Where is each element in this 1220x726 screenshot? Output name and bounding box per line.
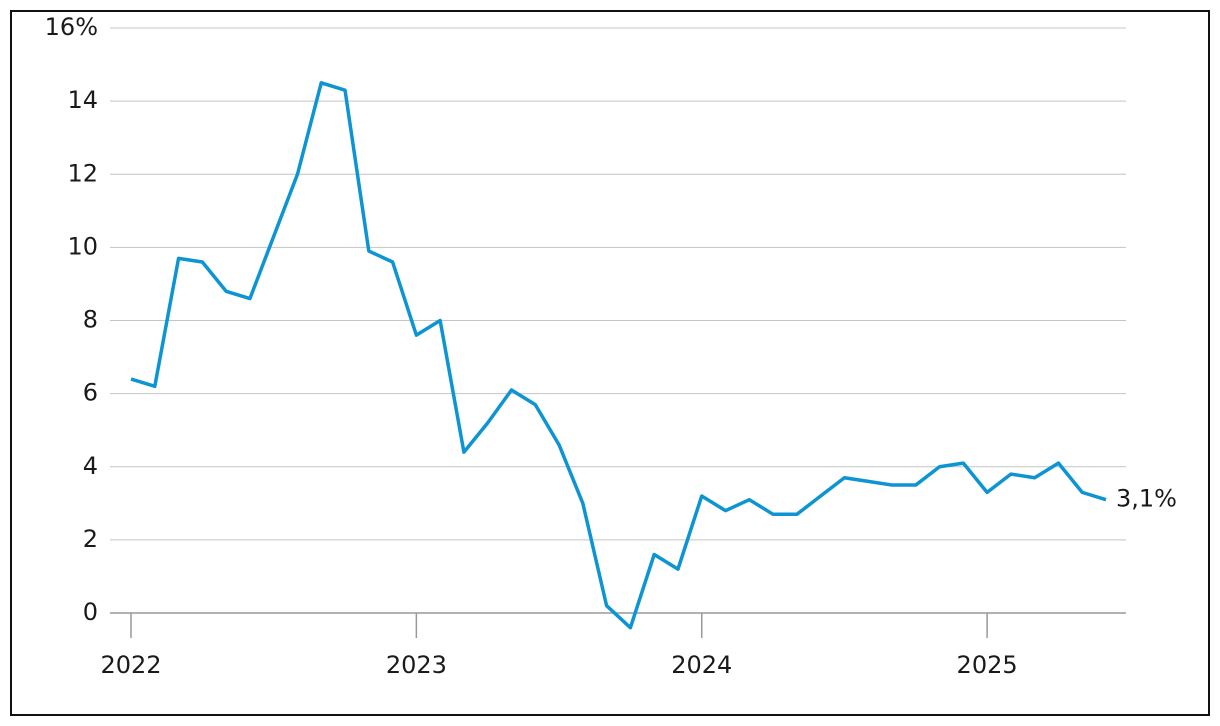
y-tick-label: 4 [83,452,98,480]
x-tick-label: 2025 [957,651,1018,679]
frame [10,10,1210,716]
y-tick-label: 0 [83,598,98,626]
y-tick-label: 12 [67,159,98,187]
y-tick-label: 10 [67,232,98,260]
y-tick-label: 6 [83,379,98,407]
data-line [130,81,1107,630]
end-label: 3,1% [1116,485,1177,513]
y-tick-label: 14 [67,86,98,114]
x-tick-label: 2022 [100,651,161,679]
y-tick-label: 2 [83,525,98,553]
y-tick-label: 8 [83,306,98,334]
x-tick-label: 2024 [671,651,732,679]
x-tick-label: 2023 [386,651,447,679]
y-tick-label: 16% [45,13,98,41]
